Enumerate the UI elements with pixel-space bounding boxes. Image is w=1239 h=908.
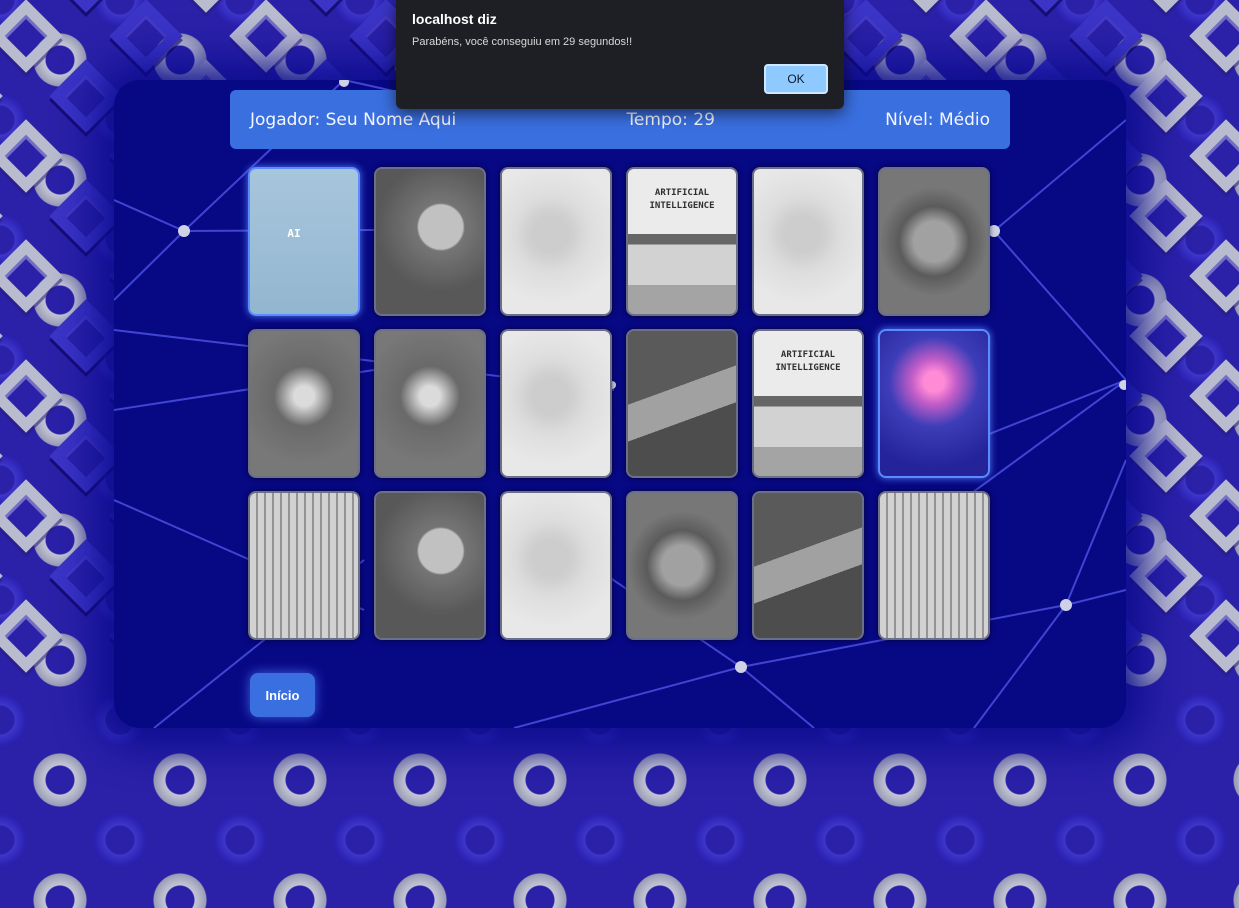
- ai-monitor-icon: [754, 331, 862, 476]
- memory-card[interactable]: [248, 329, 360, 478]
- pattern-diamond: [0, 299, 3, 373]
- pattern-diamond: [229, 0, 303, 73]
- robot-hand-light-icon: [502, 331, 610, 476]
- memory-card[interactable]: ARTIFICIAL INTELLIGENCE: [752, 329, 864, 478]
- timer: Tempo: 29: [626, 109, 715, 130]
- robot-hand-light-icon: [502, 493, 610, 638]
- memory-card[interactable]: [878, 167, 990, 316]
- pattern-diamond: [889, 0, 963, 13]
- pattern-diamond: [0, 0, 63, 73]
- robot-eye-icon: [628, 493, 736, 638]
- inicio-button[interactable]: Início: [250, 673, 315, 717]
- pattern-diamond: [49, 539, 123, 613]
- pattern-diamond: [1189, 0, 1239, 73]
- memory-card[interactable]: [878, 329, 990, 478]
- difficulty-level: Nível: Médio: [885, 109, 990, 130]
- pattern-diamond: [49, 0, 123, 13]
- card-label: ARTIFICIAL INTELLIGENCE: [775, 350, 841, 373]
- memory-card[interactable]: [752, 167, 864, 316]
- memory-card[interactable]: [374, 329, 486, 478]
- pattern-diamond: [1189, 599, 1239, 673]
- circuit-city-icon: [376, 331, 484, 476]
- player-name: Jogador: Seu Nome Aqui: [250, 109, 457, 130]
- pattern-diamond: [49, 299, 123, 373]
- robot-head-icon: [376, 169, 484, 314]
- pattern-diamond: [1129, 299, 1203, 373]
- pattern-diamond: [1129, 539, 1203, 613]
- pattern-diamond: [169, 0, 243, 13]
- robot-hand-light-icon: [502, 169, 610, 314]
- pattern-diamond: [49, 179, 123, 253]
- pattern-diamond: [289, 0, 363, 13]
- pattern-diamond: [1129, 59, 1203, 133]
- memory-card[interactable]: [374, 491, 486, 640]
- pattern-diamond: [0, 239, 63, 313]
- pattern-diamond: [1189, 119, 1239, 193]
- pattern-diamond: [1129, 179, 1203, 253]
- memory-card[interactable]: [374, 167, 486, 316]
- card-grid: AI ARTIFICIAL INTELLIGENCE ARTIFICIAL INTE…: [248, 167, 990, 640]
- robot-hand-light-icon: [754, 169, 862, 314]
- pattern-diamond: [1189, 239, 1239, 313]
- pattern-diamond: [0, 599, 63, 673]
- pattern-diamond: [0, 419, 3, 493]
- pattern-diamond: [0, 59, 3, 133]
- pattern-diamond: [0, 539, 3, 613]
- memory-card[interactable]: AI: [248, 167, 360, 316]
- pattern-diamond: [0, 0, 3, 13]
- memory-card[interactable]: [626, 491, 738, 640]
- circuit-city-icon: [250, 331, 358, 476]
- memory-card[interactable]: ARTIFICIAL INTELLIGENCE: [626, 167, 738, 316]
- memory-card[interactable]: [752, 491, 864, 640]
- ai-robot-hand-icon: [250, 169, 358, 314]
- robot-piano-icon: [880, 493, 988, 638]
- pattern-diamond: [1129, 0, 1203, 13]
- dialog-message: Parabéns, você conseguiu em 29 segundos!…: [412, 36, 633, 48]
- pattern-diamond: [49, 59, 123, 133]
- laptop-typing-icon: [628, 331, 736, 476]
- memory-card[interactable]: [248, 491, 360, 640]
- robot-head-icon: [376, 493, 484, 638]
- pattern-diamond: [1129, 419, 1203, 493]
- glowing-brain-hand-icon: [880, 331, 988, 476]
- memory-card[interactable]: [878, 491, 990, 640]
- pattern-diamond: [0, 479, 63, 553]
- pattern-diamond: [49, 419, 123, 493]
- pattern-diamond: [1189, 479, 1239, 553]
- pattern-diamond: [1189, 359, 1239, 433]
- pattern-diamond: [0, 119, 63, 193]
- pattern-diamond: [0, 359, 63, 433]
- pattern-diamond: [0, 179, 3, 253]
- card-label: ARTIFICIAL INTELLIGENCE: [649, 188, 715, 211]
- pattern-diamond: [949, 0, 1023, 73]
- card-label: AI: [287, 227, 301, 240]
- alert-dialog: localhost diz Parabéns, você conseguiu e…: [396, 0, 844, 109]
- memory-card[interactable]: [626, 329, 738, 478]
- ai-monitor-icon: [628, 169, 736, 314]
- game-board: Jogador: Seu Nome Aqui Tempo: 29 Nível: …: [114, 80, 1126, 728]
- pattern-diamond: [109, 0, 183, 73]
- laptop-typing-icon: [754, 493, 862, 638]
- robot-piano-icon: [250, 493, 358, 638]
- pattern-diamond: [1069, 0, 1143, 73]
- pattern-diamond: [1009, 0, 1083, 13]
- ok-button[interactable]: OK: [764, 64, 828, 94]
- dialog-title: localhost diz: [412, 11, 497, 27]
- memory-card[interactable]: [500, 167, 612, 316]
- memory-card[interactable]: [500, 329, 612, 478]
- robot-eye-icon: [880, 169, 988, 314]
- memory-card[interactable]: [500, 491, 612, 640]
